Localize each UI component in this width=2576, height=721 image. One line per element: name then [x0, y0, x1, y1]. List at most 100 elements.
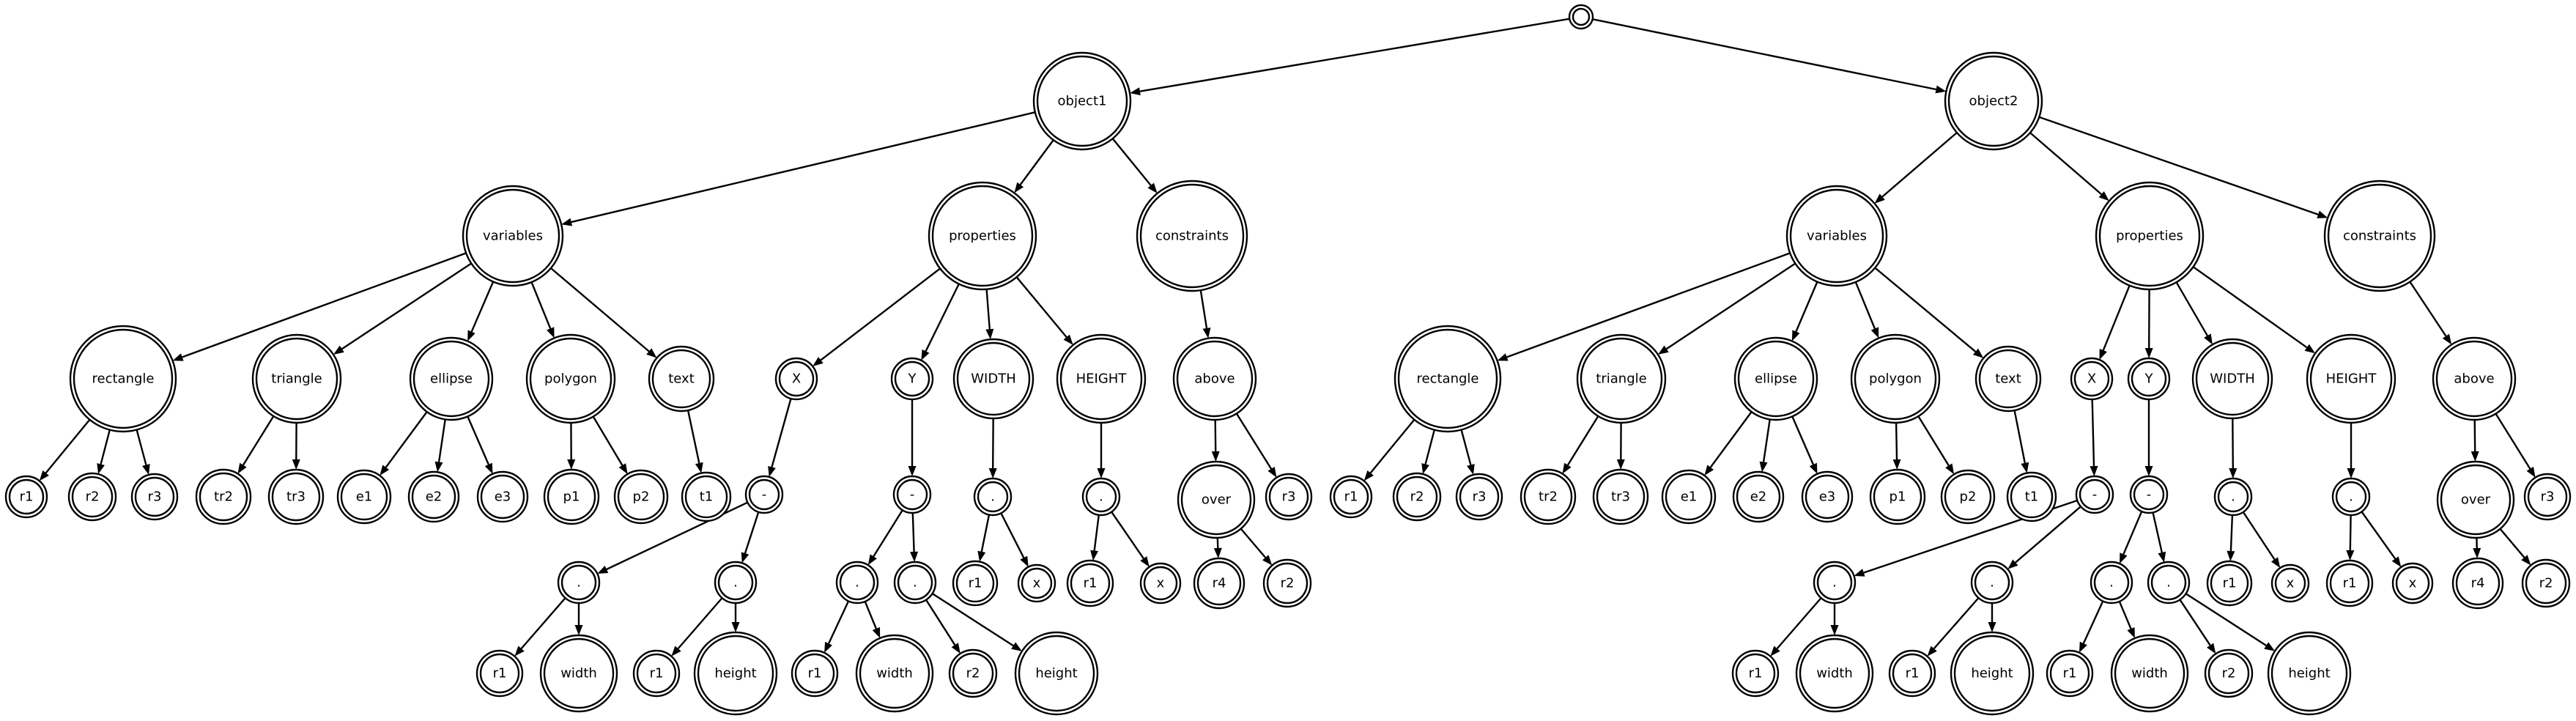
arrowhead [2304, 344, 2316, 354]
arrowhead [977, 550, 986, 562]
node-label: height [1035, 666, 1077, 681]
node-inner-ring [2274, 567, 2306, 599]
node-label: tr2 [214, 489, 233, 505]
arrowhead [567, 459, 576, 470]
node-inner-ring [465, 188, 560, 284]
arrowhead [1935, 85, 1947, 94]
node-o1p2: p2 [613, 469, 669, 525]
node-inner-ring [2150, 564, 2187, 601]
node-label: . [855, 575, 859, 591]
node-inner-ring [1036, 55, 1128, 147]
node-label: e2 [1750, 489, 1767, 505]
arrowhead [2229, 468, 2238, 478]
node-inner-ring [1737, 340, 1815, 418]
node-o2Yr2: r2 [2204, 648, 2254, 698]
node-inner-ring [1572, 7, 1591, 26]
node-inner-ring [2133, 478, 2165, 511]
node-label: x [2287, 576, 2295, 591]
node-label: r1 [2063, 666, 2077, 681]
arrowhead [2144, 348, 2153, 358]
arrowhead [2120, 552, 2128, 564]
node-inner-ring [2010, 475, 2054, 519]
edge-o2Hd-o2Hr1 [2346, 514, 2355, 561]
node-label: t1 [2025, 489, 2039, 505]
edge-o1text-o1t1 [686, 410, 703, 473]
node-label: e1 [356, 489, 373, 505]
arrowhead [1211, 451, 1220, 462]
edge-o2Ym-o2Yd2 [2152, 512, 2166, 563]
arrowhead [908, 466, 917, 476]
node-inner-ring [1735, 653, 1776, 694]
node-label: tr3 [286, 489, 306, 505]
node-o1Wr1: r1 [952, 560, 999, 607]
edge-o2v-o2text [1874, 267, 1984, 358]
edge-o1above-o1over [1211, 419, 1220, 462]
arrowhead [2127, 627, 2135, 638]
node-inner-ring [897, 564, 933, 601]
node-inner-ring [271, 472, 321, 522]
arrowhead [2346, 550, 2355, 561]
node-inner-ring [748, 478, 780, 511]
node-inner-ring [2098, 185, 2201, 287]
node-label: object1 [1058, 94, 1107, 109]
node-o1Xwid: width [539, 634, 618, 713]
node-label: e2 [426, 489, 443, 505]
node-o2c: constraints [2323, 180, 2436, 292]
node-o2Xr1b: r1 [1888, 649, 1936, 698]
node-o1Y: Y [890, 357, 934, 401]
node-label: p1 [563, 489, 580, 505]
edge-o2text-o2t1 [2013, 410, 2029, 473]
node-o2r3c: r3 [2523, 473, 2572, 521]
arrowhead [380, 465, 390, 476]
node-label: ellipse [430, 371, 473, 387]
arrowhead [1497, 353, 1509, 361]
edge-o2poly-o2p2 [1917, 415, 1955, 475]
edge-o2H-o2Hd [2347, 423, 2355, 478]
node-label: x [1157, 576, 1165, 591]
arrowhead [172, 353, 184, 361]
node-o2poly: polygon [1850, 333, 1941, 424]
edge-o2v-o2poly [1854, 281, 1879, 339]
arrowhead [1011, 642, 1022, 651]
node-o2Ym: - [2129, 475, 2169, 514]
edge-o1tri-o1tr3 [292, 422, 300, 470]
node-label: X [792, 371, 801, 387]
edge-o2v-o2rect [1497, 252, 1791, 361]
node-o2Yd2: . [2147, 561, 2191, 604]
node-o1r3c: r3 [1265, 473, 1313, 521]
arrowhead [2079, 641, 2087, 653]
arrowhead [1467, 464, 1475, 475]
node-inner-ring [2435, 340, 2513, 418]
node-label: height [714, 666, 756, 681]
edge-o1-o1v [561, 111, 1036, 226]
node-inner-ring [1059, 337, 1143, 421]
node-o2text: text [1974, 345, 2042, 413]
node-inner-ring [931, 185, 1034, 287]
edge-o1p-o1Y [921, 283, 960, 360]
edge-o1Ym-o1Yd1 [867, 509, 903, 566]
node-label: r3 [148, 489, 162, 505]
node-label: triangle [271, 371, 322, 387]
node-o2Wr1: r1 [2206, 560, 2253, 607]
arrowhead [2204, 333, 2213, 345]
node-inner-ring [2327, 183, 2432, 289]
node-label: HEIGHT [2326, 371, 2377, 387]
node-label: r2 [2222, 666, 2236, 681]
edge-o1ell-o1e3 [467, 415, 493, 474]
node-inner-ring [560, 564, 597, 601]
node-inner-ring [340, 473, 388, 521]
edge-o2-o2p [2029, 132, 2109, 201]
edge-o1Yd1-o1Yr1 [824, 600, 850, 653]
node-o1r1: r1 [4, 475, 48, 519]
node-label: WIDTH [2210, 371, 2255, 387]
edge-o2X-o2Xm [2090, 399, 2098, 476]
node-inner-ring [952, 652, 994, 695]
node-o1p1: p1 [543, 468, 600, 525]
node-label: p1 [1890, 489, 1906, 505]
edge-o1over-o1r4 [1213, 537, 1222, 558]
arrowhead [1140, 556, 1150, 567]
node-o2: object2 [1944, 51, 2043, 151]
node-label: r2 [966, 666, 980, 681]
node-o1poly: polygon [525, 333, 616, 424]
